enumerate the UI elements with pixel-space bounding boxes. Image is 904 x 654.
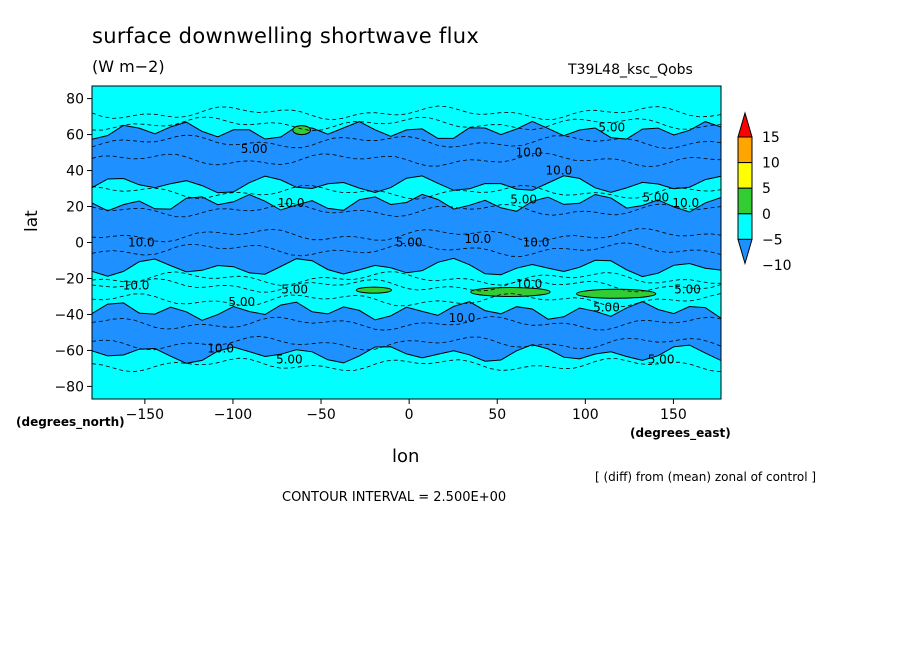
colorbar-bottom-arrow — [737, 238, 753, 266]
chart-units: (W m−2) — [92, 57, 165, 76]
contour-label-9: 5.00 — [396, 236, 423, 250]
region-5 — [470, 286, 551, 297]
contour-label-5: 5.00 — [510, 192, 537, 206]
colorbar-label-3: 0 — [762, 207, 771, 223]
region-4 — [355, 286, 393, 294]
contour-line-4 — [92, 184, 721, 200]
colorbar-label-4: −5 — [762, 232, 783, 248]
contour-label-2: 10.0 — [546, 164, 573, 178]
colorbar-top-arrow — [737, 111, 753, 138]
contour-label-17: 5.00 — [593, 300, 620, 314]
contour-line-2 — [92, 134, 721, 149]
contour-label-19: 10.0 — [207, 342, 234, 356]
colorbar-segment-0 — [737, 136, 753, 164]
colorbar: 15 10 5 0 −5 −10 — [737, 111, 792, 274]
colorbar-segment-1 — [737, 162, 753, 189]
x-tick-label-2: −50 — [306, 407, 336, 423]
contour-label-11: 10.0 — [523, 236, 550, 250]
contour-label-16: 5.00 — [674, 282, 701, 296]
contour-line-6 — [92, 228, 721, 243]
contour-line-7 — [92, 242, 721, 257]
contour-line-3 — [92, 152, 721, 168]
contour-label-4: 10.0 — [278, 196, 305, 210]
contour-line-10 — [92, 293, 721, 308]
y-tick-label-1: 60 — [66, 128, 84, 144]
diff-note: [ (diff) from (mean) zonal of control ] — [595, 470, 817, 484]
region-3 — [292, 125, 311, 136]
contour-label-14: 5.00 — [228, 295, 255, 309]
contour-line-13 — [92, 357, 721, 373]
contour-line-11 — [92, 316, 721, 331]
colorbar-label-5: −10 — [762, 258, 792, 274]
contour-label-8: 10.0 — [128, 236, 155, 250]
y-tick-label-0: 80 — [66, 92, 84, 108]
contour-label-6: 5.00 — [642, 191, 669, 205]
contour-line-0 — [92, 105, 721, 121]
contour-label-3: 5.00 — [241, 142, 268, 156]
contour-label-15: 10.0 — [516, 277, 543, 291]
chart-title: surface downwelling shortwave flux — [92, 24, 480, 48]
x-tick-label-3: 0 — [405, 407, 414, 423]
colorbar-segment-3 — [737, 213, 753, 240]
contour-label-1: 10.0 — [516, 146, 543, 160]
axes: −150 −100 −50 0 50 100 150 80 60 40 20 0 −20 −40 −60 −8… — [54, 92, 686, 423]
colorbar-label-2: 5 — [762, 181, 771, 197]
y-tick-label-7: −60 — [54, 343, 84, 359]
contour-line-8 — [92, 271, 721, 286]
contour-label-13: 5.00 — [281, 282, 308, 296]
contour-label-18: 10.0 — [449, 311, 476, 325]
y-tick-label-6: −40 — [54, 307, 84, 323]
y-axis-unit: (degrees_north) — [16, 415, 125, 429]
x-tick-label-0: −150 — [126, 407, 164, 423]
y-tick-label-2: 40 — [66, 164, 84, 180]
region-2 — [92, 301, 721, 364]
contour-label-12: 10.0 — [123, 279, 150, 293]
x-axis-label: lon — [392, 446, 420, 467]
contour-label-7: 10.0 — [672, 196, 699, 210]
region-0 — [92, 193, 721, 278]
contour-label-20: 5.00 — [276, 352, 303, 366]
contour-line-12 — [92, 335, 721, 351]
contour-line-9 — [92, 278, 721, 293]
x-tick-label-4: 50 — [488, 407, 506, 423]
contour-interval: CONTOUR INTERVAL = 2.500E+00 — [282, 490, 507, 505]
x-tick-label-1: −100 — [214, 407, 252, 423]
contour-label-10: 10.0 — [464, 232, 491, 246]
y-tick-label-4: 0 — [75, 236, 84, 252]
x-axis-unit: (degrees_east) — [630, 426, 731, 440]
colorbar-label-0: 15 — [762, 130, 780, 146]
colorbar-label-1: 10 — [762, 156, 780, 172]
y-tick-label-5: −20 — [54, 271, 84, 287]
y-tick-label-3: 20 — [66, 200, 84, 216]
contour-label-21: 5.00 — [648, 352, 675, 366]
contour-line-5 — [92, 202, 721, 218]
contour-label-0: 5.00 — [598, 120, 625, 134]
run-label: T39L48_ksc_Qobs — [568, 62, 693, 78]
contour-line-1 — [92, 116, 721, 132]
colorbar-segment-2 — [737, 187, 753, 215]
x-tick-label-5: 100 — [572, 407, 599, 423]
x-tick-label-6: 150 — [660, 407, 687, 423]
y-tick-label-8: −80 — [54, 379, 84, 395]
